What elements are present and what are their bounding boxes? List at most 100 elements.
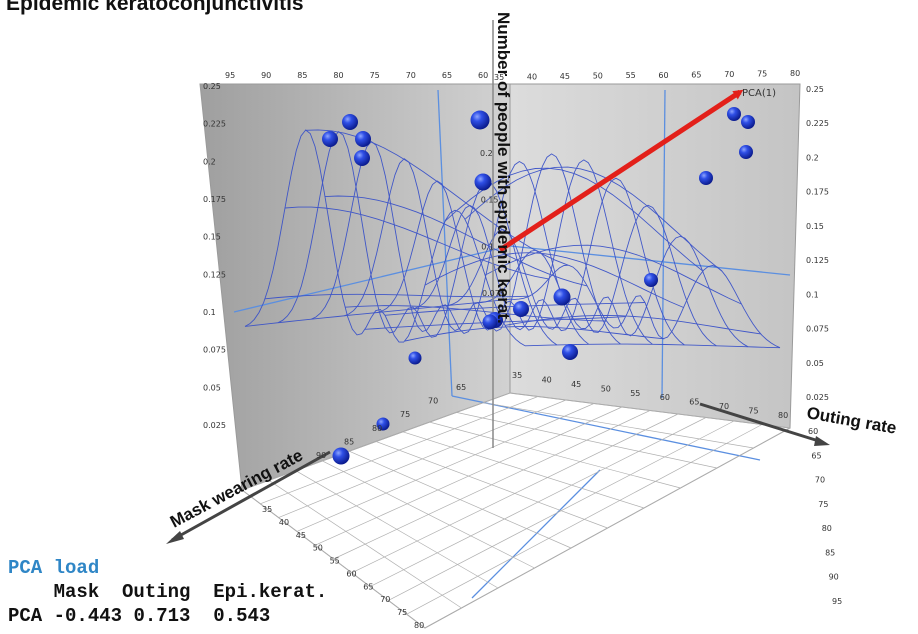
floor-right-tick: 70 — [815, 476, 825, 485]
pca-vector-label: PCA(1) — [742, 88, 776, 99]
data-point — [739, 145, 753, 159]
data-point — [644, 273, 658, 287]
right-wall — [509, 83, 801, 429]
left-wall-tick: 0.1 — [203, 308, 216, 317]
data-point — [408, 351, 422, 365]
back-left-tick: 70 — [406, 71, 416, 80]
z-tick: 0.1 — [806, 290, 819, 299]
floor-front-tick: 70 — [380, 595, 390, 604]
mask-axis-arrow — [171, 450, 331, 542]
floor-front-tick: 75 — [397, 608, 407, 617]
left-wall-tick: 0.15 — [203, 233, 221, 242]
data-point — [482, 314, 498, 330]
pca-load-table: PCA load Mask Outing Epi.kerat. PCA -0.44… — [8, 556, 327, 628]
floor-front-tick: 65 — [363, 582, 373, 591]
inner-floor-tick: 60 — [660, 393, 670, 402]
floor-front-tick: 35 — [262, 505, 272, 514]
data-point — [332, 447, 350, 465]
data-point — [727, 107, 741, 121]
pca-value-outing: 0.713 — [133, 605, 191, 627]
inner-floor-tick: 45 — [571, 380, 581, 389]
back-right-tick: 45 — [560, 72, 570, 81]
y-axis-title: Outing rate — [805, 403, 898, 437]
pca-header-epi: Epi.kerat. — [213, 581, 328, 603]
back-left-tick: 90 — [261, 71, 271, 80]
inner-floor-tick: 35 — [512, 371, 522, 380]
pca-header-mask: Mask — [53, 581, 100, 603]
back-right-tick: 80 — [790, 69, 800, 78]
inner-floor-tick: 40 — [542, 375, 552, 384]
inner-floor-tick: 80 — [778, 411, 788, 420]
floor-front-tick: 45 — [296, 531, 306, 540]
z-tick: 0.225 — [806, 119, 829, 128]
left-wall-tick: 0.175 — [203, 195, 226, 204]
center-tick: 0.075 — [482, 289, 505, 298]
z-tick: 0.2 — [806, 153, 819, 162]
z-tick: 0.15 — [806, 222, 824, 231]
floor-right-tick: 85 — [825, 548, 835, 557]
back-left-tick: 75 — [370, 71, 380, 80]
outing-axis-arrow — [699, 402, 823, 444]
floor-front-tick: 50 — [313, 544, 323, 553]
floor-front-tick: 80 — [414, 621, 424, 630]
tick-labels: 95 90 85 80 75 70 65 60 35 40 45 50 55 60 65 70 75 800.25… — [203, 69, 842, 630]
left-wall-tick: 0.075 — [203, 346, 226, 355]
floor-right-tick: 80 — [822, 524, 832, 533]
data-point — [355, 131, 371, 147]
left-wall-tick: 0.025 — [203, 421, 226, 430]
floor-front-tick: 55 — [330, 557, 340, 566]
pca-load-header: Mask Outing Epi.kerat. — [8, 580, 328, 604]
pca-vector-arrow — [498, 89, 744, 253]
back-left-tick: 80 — [333, 71, 343, 80]
pca-row-label: PCA — [8, 605, 43, 627]
inner-floor-tick: 65 — [689, 398, 699, 407]
floor-right-tick: 90 — [829, 573, 839, 582]
floor-right-tick: 95 — [832, 597, 842, 606]
z-tick: 0.075 — [806, 325, 829, 334]
center-tick: 0.2 — [480, 149, 493, 158]
chart-title: Epidemic keratoconjunctivitis — [6, 0, 304, 15]
pca-value-epi: 0.543 — [213, 605, 271, 627]
left-edge-tick: 75 — [400, 410, 410, 419]
data-point — [376, 417, 390, 431]
data-point — [354, 150, 370, 166]
back-left-tick: 85 — [297, 71, 307, 80]
pca-load-row: PCA -0.443 0.713 0.543 — [8, 604, 327, 628]
left-edge-tick: 65 — [456, 383, 466, 392]
floor-grid — [241, 392, 791, 629]
inner-floor-tick: 50 — [601, 384, 611, 393]
back-right-tick: 50 — [593, 72, 603, 81]
data-point — [553, 288, 571, 306]
data-point — [513, 301, 529, 317]
back-right-tick: 60 — [658, 71, 668, 80]
inner-floor-tick: 75 — [748, 407, 758, 416]
z-tick: 0.175 — [806, 188, 829, 197]
pca-header-outing: Outing — [122, 581, 191, 603]
floor-front-tick: 60 — [346, 569, 356, 578]
outing-axis-arrowhead — [814, 436, 830, 446]
left-wall-tick: 0.2 — [203, 157, 216, 166]
back-right-tick: 75 — [757, 69, 767, 78]
data-point — [322, 131, 338, 147]
z-axis-title: Number of people with epidemic kerat. — [494, 12, 513, 324]
left-wall-tick: 0.05 — [203, 383, 221, 392]
z-tick: 0.025 — [806, 393, 829, 402]
back-left-tick: 60 — [478, 71, 488, 80]
z-tick: 0.25 — [806, 85, 824, 94]
data-point — [741, 115, 755, 129]
back-right-tick: 40 — [527, 73, 537, 82]
pca-load-title: PCA load — [8, 557, 100, 579]
pca-value-mask: -0.443 — [53, 605, 123, 627]
floor-right-tick: 75 — [818, 500, 828, 509]
left-wall-tick: 0.225 — [203, 120, 226, 129]
center-tick: 0.1 — [481, 242, 494, 251]
left-edge-tick: 70 — [428, 397, 438, 406]
data-point — [474, 173, 492, 191]
left-edge-tick: 80 — [372, 424, 382, 433]
z-tick: 0.05 — [806, 359, 824, 368]
data-point — [470, 110, 490, 130]
back-right-tick: 65 — [691, 70, 701, 79]
back-left-tick: 95 — [225, 71, 235, 80]
center-tick: 0.15 — [481, 196, 499, 205]
